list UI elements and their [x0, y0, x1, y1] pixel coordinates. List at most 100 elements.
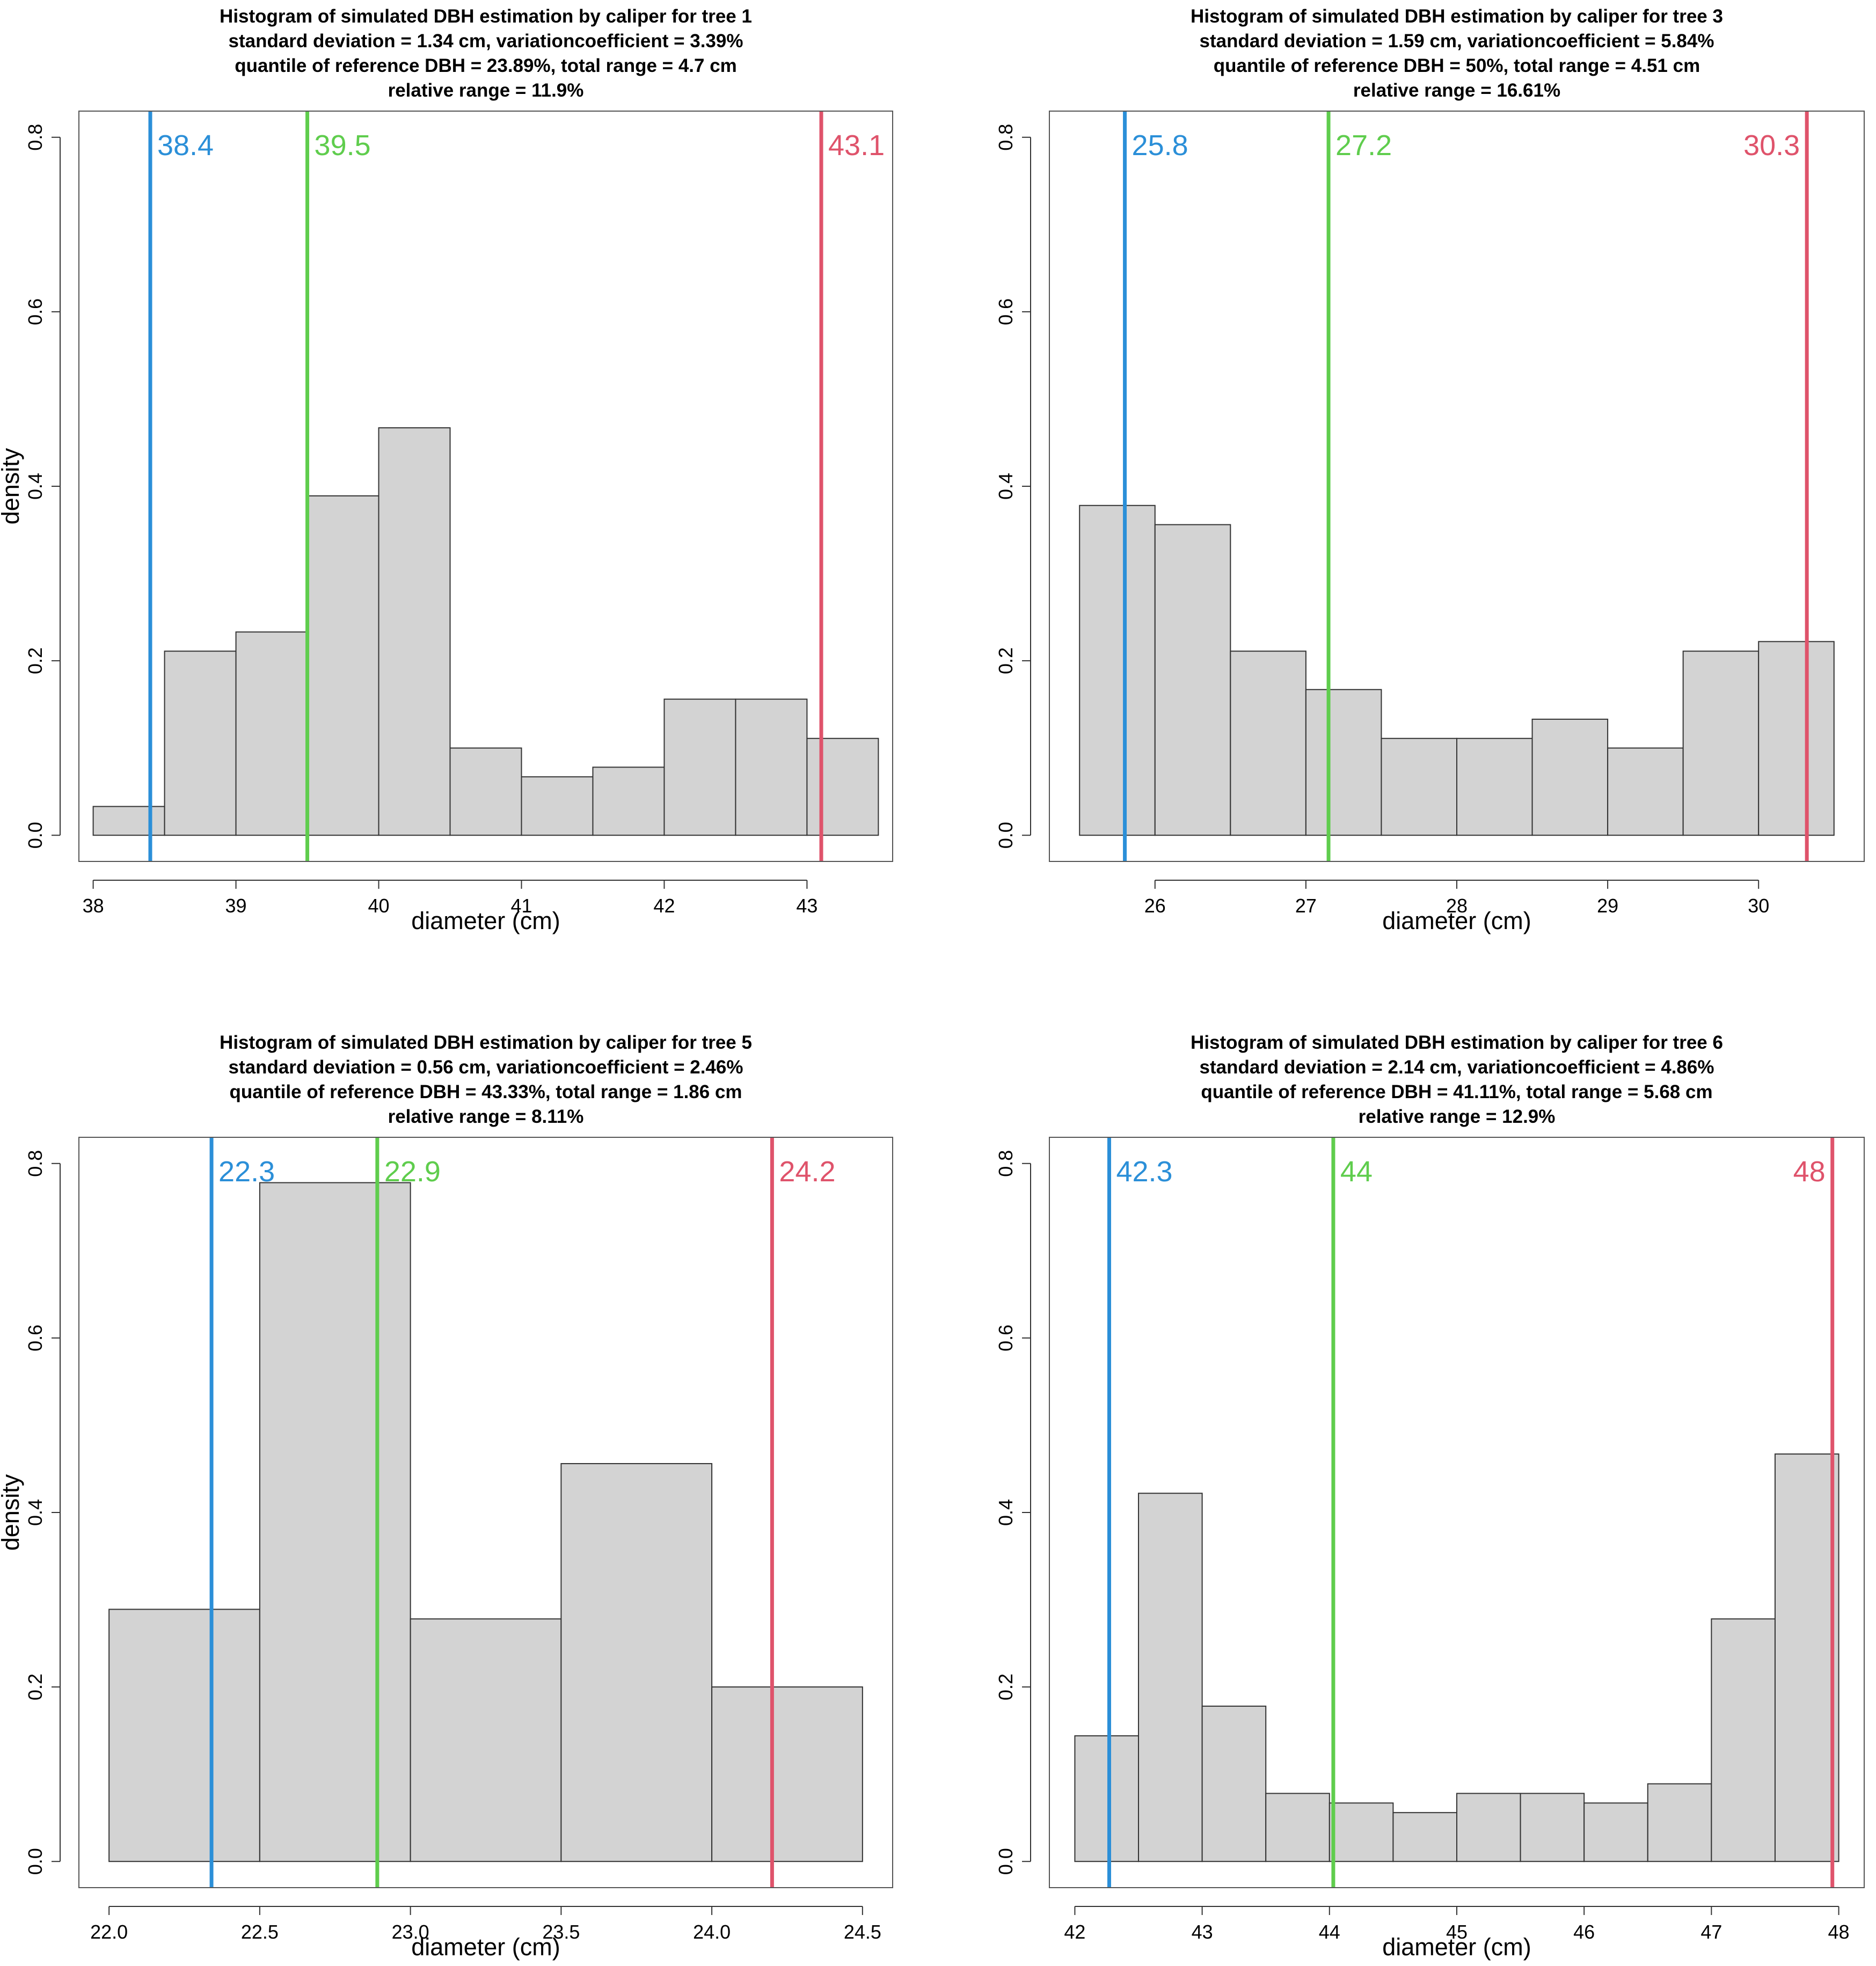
reference-line-label: 39.5 — [315, 129, 371, 162]
histogram-bar — [1682, 651, 1760, 836]
histogram-bar — [1230, 651, 1306, 836]
x-axis-label: diameter (cm) — [411, 907, 560, 934]
histogram-bar — [1456, 1793, 1521, 1862]
y-tick-label: 0.6 — [24, 298, 46, 325]
histogram-bar — [1456, 737, 1533, 836]
chart-title-line: Histogram of simulated DBH estimation by… — [1191, 6, 1723, 27]
histogram-bar — [1711, 1618, 1776, 1862]
x-tick-label: 47 — [1700, 1921, 1722, 1943]
y-tick-label: 0.2 — [24, 1673, 46, 1700]
x-tick-label: 42 — [1064, 1921, 1085, 1943]
histogram-bar — [259, 1182, 411, 1862]
histogram-bar — [378, 427, 451, 836]
y-tick-label: 0.2 — [995, 1673, 1017, 1700]
x-tick-label: 27 — [1295, 895, 1317, 917]
x-tick-label: 42 — [653, 895, 675, 917]
y-tick-label: 0.2 — [24, 647, 46, 674]
plot-frame — [78, 1137, 893, 1888]
histogram-bar — [449, 747, 522, 836]
reference-line-label: 48 — [1793, 1156, 1826, 1188]
histogram-bar — [1647, 1783, 1712, 1862]
x-tick-label: 24.5 — [844, 1921, 881, 1943]
histogram-bar — [711, 1686, 863, 1862]
chart-title-line: quantile of reference DBH = 23.89%, tota… — [235, 55, 737, 76]
chart-title-line: standard deviation = 1.34 cm, variationc… — [229, 31, 743, 52]
histogram-bar — [1583, 1802, 1648, 1862]
plot-frame — [1049, 1137, 1865, 1888]
x-tick-label: 24.0 — [693, 1921, 731, 1943]
histogram-bar — [1531, 719, 1609, 836]
x-tick-label: 26 — [1144, 895, 1166, 917]
y-tick-label: 0.6 — [24, 1325, 46, 1351]
chart-title-line: relative range = 16.61% — [1353, 80, 1560, 101]
x-tick-label: 43 — [796, 895, 817, 917]
chart-title-line: quantile of reference DBH = 50%, total r… — [1214, 55, 1700, 76]
chart-title-line: standard deviation = 0.56 cm, variationc… — [229, 1057, 743, 1078]
histogram-bar — [1520, 1793, 1585, 1862]
y-tick-label: 0.8 — [995, 1150, 1017, 1177]
reference-line-label: 24.2 — [779, 1156, 835, 1188]
histogram-bar — [410, 1618, 562, 1862]
chart-title-line: quantile of reference DBH = 43.33%, tota… — [229, 1081, 742, 1102]
chart-title-line: quantile of reference DBH = 41.11%, tota… — [1201, 1081, 1712, 1102]
histogram-bar — [1758, 641, 1835, 836]
chart-title-line: relative range = 11.9% — [388, 80, 584, 101]
reference-line-label: 22.3 — [218, 1156, 275, 1188]
panel-tree-5: Histogram of simulated DBH estimation by… — [0, 1032, 893, 1961]
y-tick-label: 0.6 — [995, 298, 1017, 325]
y-tick-label: 0.0 — [995, 1848, 1017, 1875]
x-tick-label: 30 — [1748, 895, 1769, 917]
x-tick-label: 40 — [368, 895, 390, 917]
histogram-bar — [306, 495, 379, 836]
histogram-bar — [1305, 689, 1382, 836]
panel-tree-1: Histogram of simulated DBH estimation by… — [0, 6, 893, 934]
histogram-bar — [806, 737, 879, 836]
chart-title-line: relative range = 12.9% — [1359, 1106, 1556, 1127]
histogram-bar — [663, 698, 736, 836]
y-axis-label: density — [0, 1474, 24, 1551]
reference-line-label: 44 — [1340, 1156, 1373, 1188]
x-tick-label: 29 — [1597, 895, 1618, 917]
histogram-bar — [1265, 1793, 1330, 1862]
x-axis-label: diameter (cm) — [1382, 1933, 1531, 1961]
reference-line-label: 38.4 — [157, 129, 214, 162]
histogram-bar — [164, 651, 237, 836]
reference-line-label: 30.3 — [1743, 129, 1800, 162]
y-tick-label: 0.0 — [24, 822, 46, 849]
reference-line-label: 43.1 — [828, 129, 885, 162]
x-tick-label: 23.5 — [542, 1921, 580, 1943]
chart-title-line: standard deviation = 1.59 cm, variationc… — [1200, 31, 1714, 52]
histogram-bar — [1328, 1802, 1394, 1862]
chart-title-line: Histogram of simulated DBH estimation by… — [1191, 1032, 1723, 1053]
histogram-bar — [1392, 1812, 1457, 1862]
y-tick-label: 0.4 — [24, 473, 46, 500]
x-tick-label: 45 — [1446, 1921, 1468, 1943]
y-tick-label: 0.8 — [24, 1150, 46, 1177]
reference-line-label: 22.9 — [384, 1156, 441, 1188]
histogram-bar — [1074, 1735, 1140, 1862]
y-tick-label: 0.8 — [995, 124, 1017, 151]
x-axis-label: diameter (cm) — [1382, 907, 1531, 934]
plot-frame — [1049, 111, 1865, 862]
x-tick-label: 38 — [83, 895, 104, 917]
chart-title-line: standard deviation = 2.14 cm, variationc… — [1200, 1057, 1714, 1078]
histogram-bar — [1079, 505, 1156, 836]
x-tick-label: 22.5 — [241, 1921, 279, 1943]
histogram-bar — [1154, 524, 1231, 836]
histogram-bar — [735, 698, 808, 836]
chart-title-line: Histogram of simulated DBH estimation by… — [220, 1032, 752, 1053]
histogram-bar — [560, 1463, 713, 1862]
x-tick-label: 22.0 — [90, 1921, 128, 1943]
histogram-bar — [1138, 1493, 1203, 1862]
x-tick-label: 41 — [510, 895, 532, 917]
histogram-bar — [592, 766, 665, 836]
plot-frame — [78, 111, 893, 862]
x-tick-label: 39 — [225, 895, 247, 917]
chart-title-line: Histogram of simulated DBH estimation by… — [220, 6, 752, 27]
chart-title-line: relative range = 8.11% — [388, 1106, 584, 1127]
y-tick-label: 0.0 — [995, 822, 1017, 849]
x-tick-label: 44 — [1319, 1921, 1340, 1943]
x-tick-label: 23.0 — [392, 1921, 429, 1943]
x-tick-label: 28 — [1446, 895, 1468, 917]
